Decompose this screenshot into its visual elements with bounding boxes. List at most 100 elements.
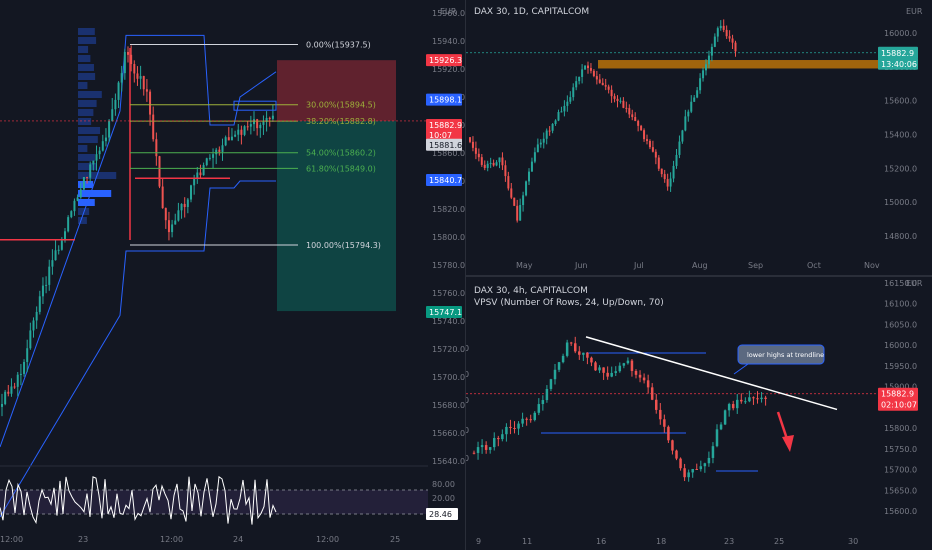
intraday-chart-panel[interactable]: 0.00%(15937.5) 30.00%(15894.5) 38.20%(1588… bbox=[0, 0, 466, 550]
candle-body bbox=[484, 445, 488, 450]
candle-body bbox=[607, 86, 610, 90]
h4-chart-panel[interactable]: DAX 30, 4h, CAPITALCOM VPSV (Number Of R… bbox=[466, 277, 932, 550]
candle-body bbox=[205, 158, 208, 166]
candle-body bbox=[616, 98, 619, 102]
candle-body bbox=[136, 73, 139, 79]
candle-body bbox=[480, 445, 484, 448]
volume-profile-bar bbox=[78, 37, 97, 44]
candle-body bbox=[29, 330, 32, 349]
candle-body bbox=[722, 25, 725, 30]
y-tick-label: 15720.0 bbox=[432, 345, 465, 354]
stop-zone bbox=[277, 60, 396, 121]
left-h4-tick: 15700.0 bbox=[466, 370, 469, 379]
candle-body bbox=[504, 165, 507, 177]
candle-body bbox=[224, 137, 227, 146]
candle-body bbox=[557, 112, 560, 121]
candle-body bbox=[32, 320, 35, 331]
candle-body bbox=[566, 101, 569, 106]
candle-body bbox=[472, 452, 476, 454]
candle-body bbox=[646, 380, 650, 388]
fib-label: 0.00%(15937.5) bbox=[306, 41, 371, 50]
daily-chart[interactable]: DAX 30, 1D, CAPITALCOM EUR 16000.015800.… bbox=[466, 0, 932, 275]
h4-currency: EUR bbox=[906, 279, 923, 288]
daily-y-tick: 15200.0 bbox=[884, 164, 917, 173]
candle-body bbox=[650, 387, 654, 400]
y-tick-label: 15920.0 bbox=[432, 65, 465, 74]
upper-band-tag-bg bbox=[426, 93, 462, 106]
candle-body bbox=[710, 46, 713, 56]
candle-body bbox=[149, 91, 152, 115]
candle-body bbox=[234, 134, 237, 137]
candle-body bbox=[202, 165, 205, 176]
intraday-chart[interactable]: 0.00%(15937.5) 30.00%(15894.5) 38.20%(1588… bbox=[0, 0, 466, 550]
candle-body bbox=[256, 119, 259, 129]
candle-body bbox=[480, 157, 483, 165]
candle-body bbox=[127, 52, 129, 55]
candle-body bbox=[70, 211, 73, 218]
candle-body bbox=[728, 36, 731, 39]
candle-body bbox=[675, 154, 678, 166]
daily-chart-panel[interactable]: DAX 30, 1D, CAPITALCOM EUR 16000.015800.… bbox=[466, 0, 932, 275]
candle-body bbox=[731, 38, 734, 43]
candle-body bbox=[551, 123, 554, 131]
candle-body bbox=[114, 99, 117, 110]
candle-body bbox=[120, 73, 123, 83]
candle-body bbox=[586, 352, 589, 358]
candle-body bbox=[637, 120, 640, 126]
upper-band-tag: 15898.1 bbox=[429, 96, 462, 105]
volume-profile-bar bbox=[78, 100, 97, 107]
candle-body bbox=[246, 126, 249, 128]
candle-body bbox=[554, 120, 557, 124]
h4-price-tag-bg bbox=[878, 387, 918, 400]
x-tick-label: 12:00 bbox=[0, 535, 23, 544]
candle-body bbox=[572, 87, 575, 98]
candle-body bbox=[651, 147, 654, 152]
candle-body bbox=[679, 458, 682, 469]
candle-body bbox=[54, 250, 57, 261]
candle-body bbox=[723, 410, 727, 425]
x-tick-label: 12:00 bbox=[160, 535, 183, 544]
candle-body bbox=[581, 69, 584, 77]
candle-body bbox=[145, 89, 148, 92]
volume-profile-bar bbox=[78, 118, 92, 125]
candle-body bbox=[725, 29, 728, 37]
volume-profile-bar bbox=[78, 73, 96, 80]
candle-body bbox=[687, 472, 690, 478]
daily-countdown-tag: 13:40:06 bbox=[881, 60, 917, 69]
candle-body bbox=[705, 64, 707, 71]
target-price-tag-bg bbox=[426, 306, 462, 319]
candle-body bbox=[174, 220, 177, 225]
stop-price-tag-bg bbox=[426, 54, 462, 67]
h4-chart[interactable]: DAX 30, 4h, CAPITALCOM VPSV (Number Of R… bbox=[466, 277, 932, 550]
mid-tag: 15881.6 bbox=[429, 141, 462, 150]
candle-body bbox=[672, 165, 675, 179]
daily-x-tick: Jun bbox=[574, 261, 588, 270]
candle-body bbox=[533, 412, 536, 420]
lower-band-tag: 15840.7 bbox=[429, 176, 462, 185]
candle-body bbox=[1, 403, 3, 407]
candle-body bbox=[152, 114, 155, 140]
h4-countdown-tag: 02:10:07 bbox=[881, 401, 917, 410]
volume-profile-bar bbox=[78, 46, 89, 53]
osc-tick: 80.00 bbox=[432, 480, 455, 489]
vertical-divider[interactable] bbox=[465, 0, 466, 550]
annotation-box[interactable] bbox=[737, 344, 825, 365]
daily-currency: EUR bbox=[906, 7, 923, 16]
daily-x-tick: Oct bbox=[807, 261, 821, 270]
candle-body bbox=[536, 144, 539, 153]
daily-title: DAX 30, 1D, CAPITALCOM bbox=[474, 7, 589, 17]
candle-body bbox=[606, 372, 609, 377]
candle-body bbox=[51, 260, 54, 267]
horizontal-divider[interactable] bbox=[466, 275, 932, 277]
candle-body bbox=[483, 164, 486, 168]
candle-body bbox=[748, 397, 751, 402]
candle-body bbox=[16, 374, 19, 387]
countdown-tag-bg bbox=[426, 128, 462, 141]
candle-body bbox=[601, 82, 604, 86]
candle-body bbox=[180, 203, 183, 211]
volume-profile-bar bbox=[78, 64, 94, 71]
candle-body bbox=[230, 136, 233, 141]
candle-body bbox=[584, 65, 587, 70]
candle-body bbox=[634, 370, 638, 375]
stop-price-tag: 15926.3 bbox=[429, 56, 462, 65]
